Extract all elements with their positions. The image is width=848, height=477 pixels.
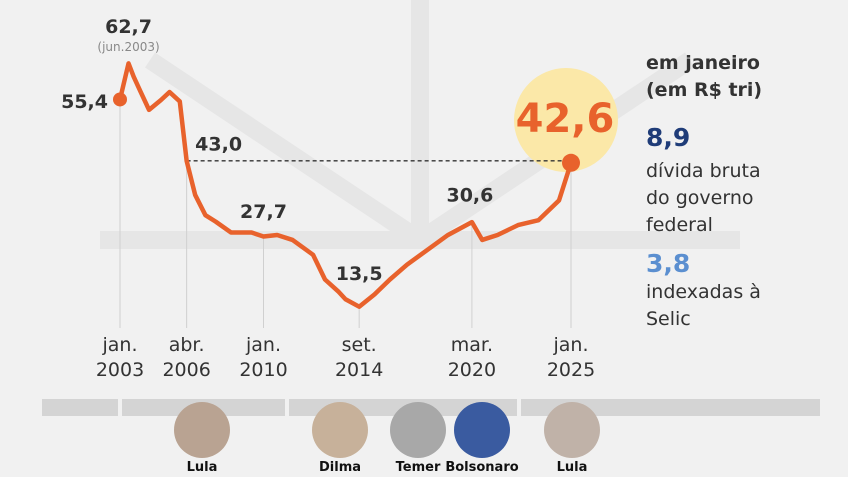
highlight-circle <box>514 68 618 172</box>
end-point <box>113 92 127 107</box>
value-label: 43,0 <box>195 133 242 155</box>
total-text: dívida bruta do governo federal <box>646 160 761 236</box>
data-line <box>117 61 574 309</box>
value-label: 62,7 <box>105 16 152 38</box>
end-point <box>562 153 580 172</box>
photos <box>174 402 600 458</box>
x-tick-label: abr. 2006 <box>162 334 211 381</box>
value-label: 30,6 <box>446 185 493 207</box>
selic-text: indexadas à Selic <box>646 281 761 330</box>
president-name: Lula <box>186 460 218 475</box>
president-name: Bolsonaro <box>445 460 519 475</box>
value-label: 55,4 <box>61 91 108 113</box>
total-value: 8,9 <box>646 123 691 152</box>
president-name: Dilma <box>318 460 362 475</box>
side-title: em janeiro (em R$ tri) <box>646 52 763 101</box>
x-tick-label: jan. 2025 <box>546 334 596 381</box>
background-rays <box>100 0 740 249</box>
value-label: 27,7 <box>240 201 287 223</box>
x-tick-label: jan. 2010 <box>239 334 288 381</box>
peak-note: (jun.2003) <box>97 40 159 54</box>
president-name: Temer <box>395 460 441 475</box>
president-name: Lula <box>556 460 588 475</box>
x-tick-label: jan. 2003 <box>95 334 145 381</box>
x-tick-label: mar. 2020 <box>447 334 497 381</box>
value-label: 42,6 <box>516 96 615 142</box>
selic-value: 3,8 <box>646 249 691 278</box>
x-tick-label: set. 2014 <box>334 334 384 381</box>
value-label: 13,5 <box>336 263 383 285</box>
